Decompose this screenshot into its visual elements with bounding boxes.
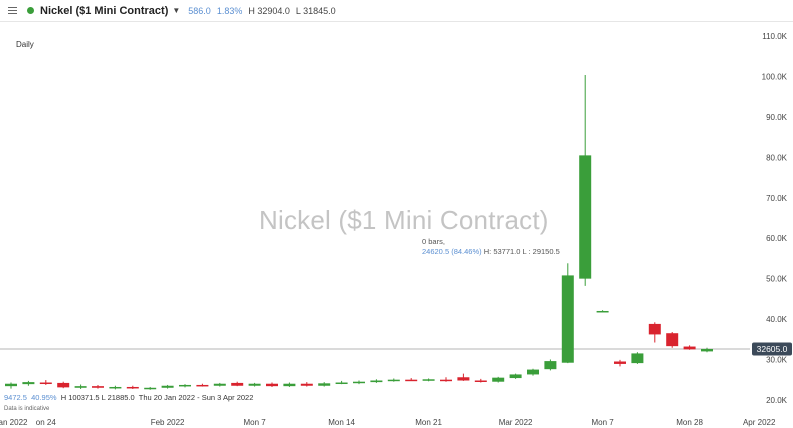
candle-body <box>387 379 400 382</box>
x-tick-label: on 24 <box>36 418 57 427</box>
candle-body <box>648 323 661 335</box>
candle-body <box>370 380 383 383</box>
y-tick-label: 50.0K <box>766 275 788 284</box>
instrument-name[interactable]: Nickel ($1 Mini Contract) <box>40 4 169 17</box>
candle-body <box>422 379 435 381</box>
candle-body <box>579 155 592 279</box>
range-change: 9472.5 <box>4 393 27 402</box>
candle-body <box>213 383 226 386</box>
candle-body <box>561 275 574 363</box>
candle-body <box>5 383 17 387</box>
data-disclaimer: Data is indicative <box>4 406 50 412</box>
candle-body <box>614 361 626 364</box>
candle-body <box>596 310 609 313</box>
hover-tooltip: 0 bars, 24620.5 (84.46%) H: 53771.0 L : … <box>422 237 560 257</box>
x-tick-label: Feb 2022 <box>151 418 185 427</box>
candle-body <box>161 385 174 388</box>
candle-body <box>405 379 418 382</box>
candle-body <box>74 386 87 388</box>
candle-body <box>701 348 713 352</box>
hover-bars: 0 bars, <box>422 237 445 246</box>
day-low: L 31845.0 <box>295 5 336 16</box>
y-tick-label: 30.0K <box>766 355 788 364</box>
instrument-header: Nickel ($1 Mini Contract) ▼ 586.0 1.83% … <box>0 0 793 22</box>
x-tick-label: Jan 2022 <box>0 418 28 427</box>
candle-body <box>39 382 52 385</box>
candle-body <box>457 377 470 381</box>
candle-body <box>335 382 348 385</box>
candle-body <box>440 379 452 382</box>
candle-body <box>631 353 644 364</box>
candle-body <box>544 361 557 370</box>
candle-body <box>179 384 191 387</box>
y-tick-label: 90.0K <box>766 113 788 122</box>
x-tick-label: Apr 2022 <box>743 418 776 427</box>
hamburger-icon[interactable] <box>8 6 17 15</box>
candle-body <box>527 369 539 375</box>
range-dates: Thu 20 Jan 2022 - Sun 3 Apr 2022 <box>138 393 254 402</box>
candle-body <box>492 377 505 382</box>
candle-body <box>196 384 209 387</box>
candle-body <box>92 386 104 388</box>
interval-label[interactable]: Daily <box>16 40 34 49</box>
last-price-badge <box>752 342 792 356</box>
candle-body <box>126 386 139 389</box>
price-change: 586.0 <box>188 5 211 16</box>
y-tick-label: 70.0K <box>766 194 788 203</box>
candle-body <box>509 374 522 379</box>
price-change-pct: 1.83% <box>216 5 243 16</box>
candle-body <box>474 380 487 382</box>
y-tick-label: 110.0K <box>762 32 787 41</box>
candle-body <box>109 386 122 389</box>
hover-change: 24620.5 (84.46%) <box>422 247 482 256</box>
candle-body <box>248 383 261 386</box>
y-tick-label: 40.0K <box>766 315 788 324</box>
day-high: H 32904.0 <box>248 5 290 16</box>
x-tick-label: Mon 28 <box>676 418 703 427</box>
y-tick-label: 20.0K <box>766 396 788 405</box>
candle-body <box>266 383 278 387</box>
candle-body <box>353 381 365 384</box>
candle-body <box>22 382 35 385</box>
chart-watermark: Nickel ($1 Mini Contract) <box>259 205 549 235</box>
x-tick-label: Mon 14 <box>328 418 355 427</box>
last-price-label: 32605.0 <box>757 344 788 354</box>
candle-body <box>318 383 331 386</box>
candle-body <box>57 382 70 388</box>
y-tick-label: 80.0K <box>766 153 788 162</box>
x-tick-label: Mon 7 <box>243 418 266 427</box>
x-tick-label: Mar 2022 <box>499 418 533 427</box>
candle-body <box>144 387 157 390</box>
hover-high-low: H: 53771.0 L : 29150.5 <box>483 247 560 256</box>
caret-down-icon[interactable]: ▼ <box>172 6 181 15</box>
y-tick-label: 60.0K <box>766 234 788 243</box>
range-high-low: H 100371.5 L 21885.0 <box>60 393 135 402</box>
range-summary: 9472.5 40.95% H 100371.5 L 21885.0 Thu 2… <box>4 393 253 402</box>
candle-body <box>231 382 244 386</box>
x-tick-label: Mon 7 <box>591 418 614 427</box>
candle-body <box>300 383 313 386</box>
candle-body <box>666 333 679 347</box>
candle-body <box>283 383 296 387</box>
y-tick-label: 100.0K <box>762 73 788 82</box>
candle-body <box>683 346 696 350</box>
market-status-dot <box>27 7 34 14</box>
range-pct: 40.95% <box>31 393 57 402</box>
x-tick-label: Mon 21 <box>415 418 442 427</box>
